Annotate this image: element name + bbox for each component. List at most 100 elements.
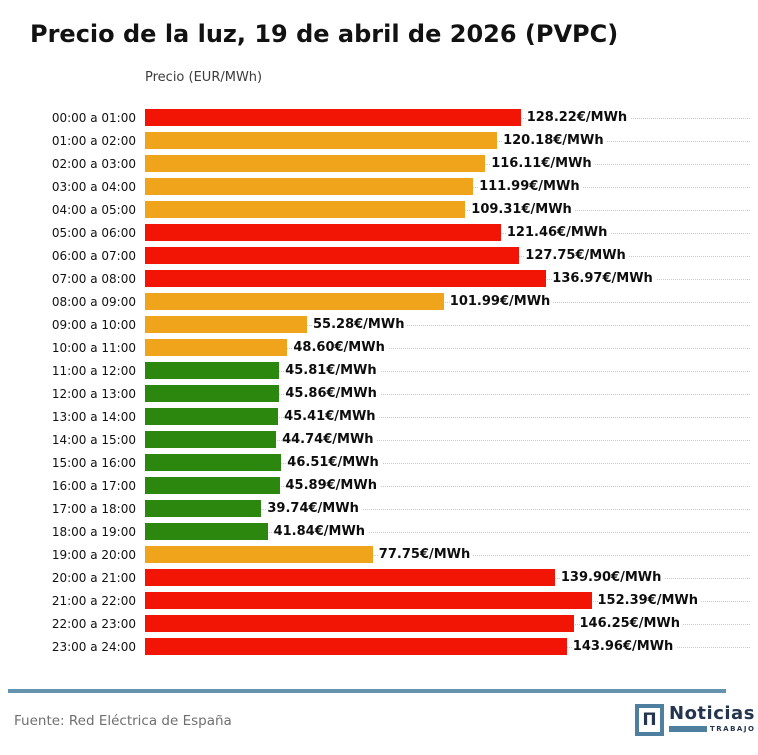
hour-range-label: 05:00 a 06:00	[51, 225, 136, 240]
hour-range-label: 00:00 a 01:00	[51, 110, 136, 125]
bar-row: 18:00 a 19:00 41.84€/MWh	[0, 520, 758, 543]
row-gridline	[145, 485, 750, 487]
price-bar	[145, 132, 498, 149]
bar-plot-area: 39.74€/MWh	[145, 497, 750, 520]
price-value-label: 46.51€/MWh	[287, 455, 382, 470]
bar-plot-area: 127.75€/MWh	[145, 244, 750, 267]
bar-row: 02:00 a 03:00 116.11€/MWh	[0, 152, 758, 175]
row-gridline	[145, 439, 750, 441]
price-bar	[145, 523, 268, 540]
price-bar	[145, 454, 282, 471]
price-value-label: 39.74€/MWh	[267, 501, 362, 516]
price-bar	[145, 569, 555, 586]
row-gridline	[145, 416, 750, 418]
bar-row: 22:00 a 23:00 146.25€/MWh	[0, 612, 758, 635]
price-bar	[145, 316, 307, 333]
price-bar	[145, 224, 501, 241]
bar-plot-area: 136.97€/MWh	[145, 267, 750, 290]
bar-plot-area: 45.41€/MWh	[145, 405, 750, 428]
price-bar	[145, 178, 474, 195]
price-bar	[145, 385, 280, 402]
logo-wordmark: Noticias TRABAJO	[669, 704, 755, 733]
price-bar	[145, 293, 444, 310]
noticias-trabajo-logo: Π Noticias TRABAJO	[635, 704, 755, 736]
price-value-label: 109.31€/MWh	[471, 202, 575, 217]
price-value-label: 121.46€/MWh	[506, 225, 611, 240]
bar-row: 14:00 a 15:00 44.74€/MWh	[0, 428, 758, 451]
bar-row: 01:00 a 02:00 120.18€/MWh	[0, 129, 758, 152]
bar-plot-area: 48.60€/MWh	[145, 336, 750, 359]
hour-range-label: 01:00 a 02:00	[51, 133, 136, 148]
hour-range-label: 19:00 a 20:00	[51, 547, 136, 562]
chart-title: Precio de la luz, 19 de abril de 2026 (P…	[30, 20, 619, 49]
hour-range-label: 20:00 a 21:00	[51, 570, 136, 585]
price-value-label: 128.22€/MWh	[526, 110, 631, 125]
price-bar	[145, 339, 288, 356]
hour-range-label: 04:00 a 05:00	[51, 202, 136, 217]
bar-plot-area: 116.11€/MWh	[145, 152, 750, 175]
price-value-label: 146.25€/MWh	[579, 616, 683, 631]
bar-row: 07:00 a 08:00 136.97€/MWh	[0, 267, 758, 290]
price-value-label: 45.89€/MWh	[285, 478, 380, 493]
bar-plot-area: 121.46€/MWh	[145, 221, 750, 244]
price-bar	[145, 201, 466, 218]
price-value-label: 45.86€/MWh	[285, 386, 380, 401]
row-gridline	[145, 462, 750, 464]
price-value-label: 48.60€/MWh	[293, 340, 388, 355]
bar-row: 10:00 a 11:00 48.60€/MWh	[0, 336, 758, 359]
bar-row: 21:00 a 22:00 152.39€/MWh	[0, 589, 758, 612]
bar-row: 12:00 a 13:00 45.86€/MWh	[0, 382, 758, 405]
bar-plot-area: 111.99€/MWh	[145, 175, 750, 198]
price-value-label: 44.74€/MWh	[282, 432, 377, 447]
price-value-label: 143.96€/MWh	[572, 639, 677, 654]
bar-row: 17:00 a 18:00 39.74€/MWh	[0, 497, 758, 520]
hour-range-label: 09:00 a 10:00	[51, 317, 136, 332]
hour-range-label: 21:00 a 22:00	[51, 593, 136, 608]
price-value-label: 45.81€/MWh	[285, 363, 380, 378]
noticias-n-glyph: Π	[642, 710, 657, 730]
footer-divider	[8, 689, 726, 693]
hour-range-label: 12:00 a 13:00	[51, 386, 136, 401]
logo-title: Noticias	[669, 703, 755, 724]
hourly-price-bar-chart: 00:00 a 01:00 128.22€/MWh 01:00 a 02:00 120…	[0, 106, 758, 658]
hour-range-label: 15:00 a 16:00	[51, 455, 136, 470]
hour-range-label: 03:00 a 04:00	[51, 179, 136, 194]
hour-range-label: 13:00 a 14:00	[51, 409, 136, 424]
logo-subtitle-row: TRABAJO	[669, 725, 755, 733]
bar-row: 11:00 a 12:00 45.81€/MWh	[0, 359, 758, 382]
price-bar	[145, 109, 521, 126]
price-bar	[145, 546, 373, 563]
price-bar	[145, 270, 547, 287]
bar-plot-area: 46.51€/MWh	[145, 451, 750, 474]
price-value-label: 116.11€/MWh	[491, 156, 595, 171]
bar-row: 09:00 a 10:00 55.28€/MWh	[0, 313, 758, 336]
bar-row: 13:00 a 14:00 45.41€/MWh	[0, 405, 758, 428]
bar-plot-area: 55.28€/MWh	[145, 313, 750, 336]
price-bar	[145, 500, 262, 517]
price-value-label: 111.99€/MWh	[479, 179, 583, 194]
bar-plot-area: 45.81€/MWh	[145, 359, 750, 382]
price-bar	[145, 155, 486, 172]
price-bar	[145, 408, 279, 425]
bar-plot-area: 128.22€/MWh	[145, 106, 750, 129]
bar-row: 19:00 a 20:00 77.75€/MWh	[0, 543, 758, 566]
bar-row: 15:00 a 16:00 46.51€/MWh	[0, 451, 758, 474]
bar-row: 06:00 a 07:00 127.75€/MWh	[0, 244, 758, 267]
bar-plot-area: 143.96€/MWh	[145, 635, 750, 658]
price-bar	[145, 615, 574, 632]
price-value-label: 127.75€/MWh	[525, 248, 629, 263]
bar-row: 23:00 a 24:00 143.96€/MWh	[0, 635, 758, 658]
bar-plot-area: 44.74€/MWh	[145, 428, 750, 451]
price-bar	[145, 638, 567, 655]
logo-subtitle: TRABAJO	[710, 725, 756, 733]
price-value-label: 41.84€/MWh	[273, 524, 369, 539]
bar-row: 04:00 a 05:00 109.31€/MWh	[0, 198, 758, 221]
price-bar	[145, 592, 592, 609]
bar-plot-area: 45.86€/MWh	[145, 382, 750, 405]
row-gridline	[145, 531, 750, 533]
hour-range-label: 14:00 a 15:00	[51, 432, 136, 447]
price-value-label: 136.97€/MWh	[552, 271, 656, 286]
hour-range-label: 17:00 a 18:00	[51, 501, 136, 516]
bar-plot-area: 109.31€/MWh	[145, 198, 750, 221]
x-axis-label: Precio (EUR/MWh)	[145, 70, 263, 85]
